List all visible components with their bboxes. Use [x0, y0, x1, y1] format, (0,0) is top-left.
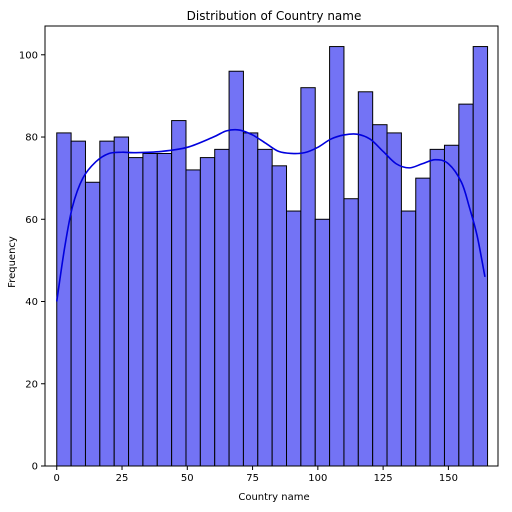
- histogram-bar: [458, 103, 474, 467]
- y-tick-label: 20: [25, 379, 38, 390]
- chart-title: Distribution of Country name: [187, 9, 362, 23]
- x-tick-label: 25: [116, 473, 129, 484]
- x-axis-ticks: 0 25 50 75 100 125 150: [54, 466, 458, 484]
- x-tick-label: 0: [54, 473, 60, 484]
- histogram-bar: [271, 165, 288, 467]
- plot-frame: [44, 25, 499, 467]
- y-tick-label: 0: [32, 462, 38, 473]
- histogram-bar: [113, 136, 130, 467]
- histogram-bar: [242, 132, 259, 467]
- y-axis-ticks: 0 20 40 60 80 100: [19, 50, 45, 473]
- histogram-bar: [56, 132, 72, 467]
- histogram-bar: [314, 218, 331, 467]
- histogram-bar: [343, 198, 359, 467]
- histogram-bar: [128, 157, 144, 467]
- histogram-bar: [156, 152, 173, 467]
- x-tick-label: 50: [181, 473, 194, 484]
- y-tick-label: 60: [25, 215, 38, 226]
- kde-curve: [55, 128, 486, 302]
- x-axis-label: Country name: [238, 492, 309, 503]
- histogram-bar: [400, 210, 417, 467]
- x-tick-label: 75: [246, 473, 259, 484]
- histogram-bar: [142, 152, 158, 467]
- y-tick-label: 40: [25, 297, 38, 308]
- histogram-bar: [329, 46, 345, 467]
- histogram-bar: [185, 169, 201, 467]
- histogram-bar: [415, 177, 431, 467]
- y-axis-label: Frequency: [7, 236, 18, 288]
- y-tick-label: 100: [19, 50, 38, 61]
- histogram-bar: [257, 148, 273, 467]
- histogram-bar: [84, 181, 101, 467]
- x-tick-label: 150: [439, 473, 458, 484]
- x-tick-label: 100: [308, 473, 327, 484]
- bars-group: [56, 46, 489, 467]
- histogram-bar: [357, 91, 374, 467]
- histogram-bar: [386, 132, 402, 467]
- histogram-bar: [300, 87, 316, 467]
- histogram-bar: [286, 210, 302, 467]
- y-tick-label: 80: [25, 133, 38, 144]
- x-tick-label: 125: [374, 473, 393, 484]
- histogram-bar: [429, 148, 445, 467]
- histogram-bar: [372, 124, 388, 467]
- histogram-bar: [199, 157, 216, 467]
- histogram-bar: [171, 120, 187, 467]
- histogram-bar: [214, 148, 230, 467]
- histogram-bar: [99, 140, 115, 467]
- histogram-bar: [443, 144, 460, 467]
